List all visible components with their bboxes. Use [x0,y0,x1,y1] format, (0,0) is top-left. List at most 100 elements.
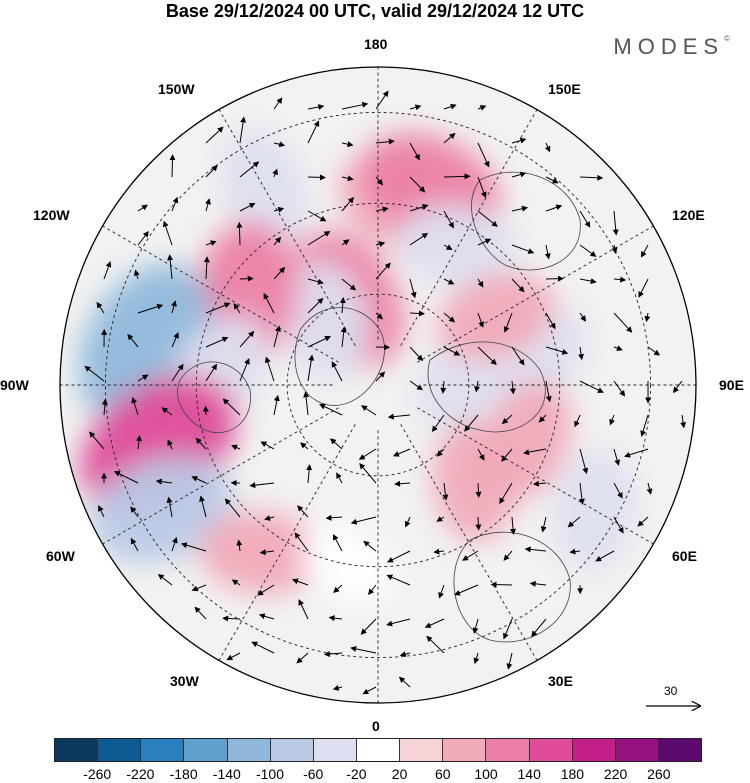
wind-arrow [291,578,309,586]
wind-arrow [350,645,377,654]
wind-arrow [273,325,281,348]
wind-arrow [135,435,142,450]
wind-arrow [375,262,391,280]
wind-arrow [296,652,309,664]
wind-arrow [307,354,315,382]
wind-arrow [443,132,456,144]
wind-arrow [332,684,343,691]
wind-arrow [239,330,255,348]
coastline [294,307,385,406]
wind-arrow [443,346,461,356]
wind-arrow [442,482,449,501]
wind-arrow [398,676,411,688]
wind-arrow [341,101,369,110]
wind-arrow [307,335,332,348]
wind-arrow [443,173,471,180]
wind-arrow [361,405,377,416]
colorbar-cell [313,739,357,761]
latitude-circle [104,111,652,659]
colorbar-tick-label: 220 [603,766,628,782]
wind-arrow [263,292,275,314]
wind-arrow [477,142,490,168]
wind-arrow [325,514,343,521]
wind-arrow [477,238,492,246]
colorbar-tick-label: -260 [83,766,112,782]
wind-arrow [637,516,649,527]
wind-arrow [375,90,389,110]
wind-arrow [438,584,445,599]
wind-arrow [475,482,482,498]
wind-arrow [137,204,149,212]
lon-label-30w: 30W [170,673,199,689]
wind-arrow [260,441,275,450]
wind-arrow [440,380,447,394]
wind-arrow [205,302,231,314]
wind-arrow [511,244,535,254]
lon-label-120e: 120E [672,207,705,223]
wind-arrow [199,495,207,518]
wind-arrow [409,346,424,362]
wind-arrow [332,534,343,552]
wind-arrow [84,365,105,382]
wind-arrow [409,204,429,212]
wind-arrow [171,332,179,348]
colorbar [54,738,702,762]
wind-arrow [236,539,243,552]
wind-arrow [640,414,649,437]
wind-arrow [409,278,417,299]
wind-arrow [612,210,619,236]
wind-arrow [166,496,173,518]
wind-arrow [524,546,547,553]
wind-arrow [273,141,286,148]
wind-arrow [611,244,618,254]
wind-arrow [319,403,343,416]
wind-arrow [341,141,354,148]
colorbar-cell [443,739,487,761]
wind-arrow [307,278,324,285]
wind-arrow [273,236,282,246]
wind-arrow [579,210,591,228]
colorbar-tick-label: -220 [126,766,155,782]
wind-arrow [431,414,445,433]
wind-arrow [339,297,346,314]
wind-arrow [336,472,343,484]
wind-arrow [433,548,445,555]
wind-arrow [511,205,529,212]
colorbar-cell [486,739,530,761]
wind-arrow [341,175,354,182]
wind-arrow [624,448,649,458]
wind-arrow [239,161,260,178]
wind-arrow [273,206,285,213]
wind-arrow [375,176,384,186]
wind-arrow [333,584,343,594]
wind-arrow [264,356,275,382]
wind-arrow [300,442,309,450]
wind-arrow [133,269,140,280]
wind-arrow [341,278,357,291]
wind-arrow [273,97,283,110]
wind-arrow [529,580,547,587]
wind-arrow [171,536,178,552]
wind-arrow [613,516,624,534]
wind-arrow [578,482,585,505]
colorbar-tick-label: -100 [255,766,285,782]
wind-arrow [409,380,424,391]
wind-arrow [477,448,485,461]
wind-arrow [409,176,426,193]
wind-arrow [205,164,218,178]
latitude-circle [195,202,561,568]
colorbar-tick-label: 140 [517,766,541,782]
wind-arrow [672,380,683,394]
wind-arrow [404,516,411,528]
wind-arrow [578,346,585,361]
lon-label-30e: 30E [548,673,573,689]
wind-arrow [579,174,604,181]
wind-arrow [409,232,429,246]
wind-arrow [360,618,377,635]
wind-arrow [409,310,426,317]
lon-label-180: 180 [364,36,388,52]
wind-arrow [358,448,377,460]
wind-arrow [544,244,551,260]
wind-arrow [477,176,487,199]
